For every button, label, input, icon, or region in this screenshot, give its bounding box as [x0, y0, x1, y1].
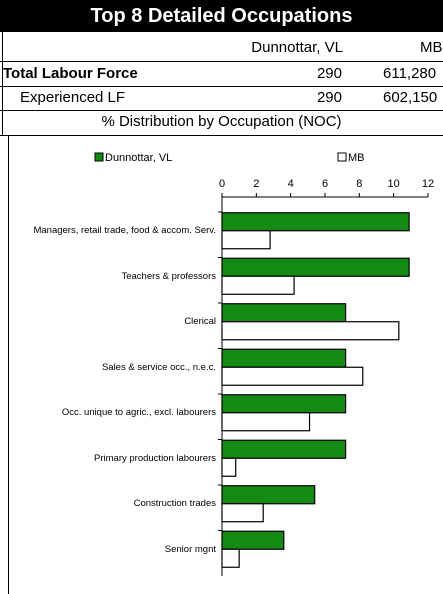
bar — [221, 530, 285, 550]
x-tick-label: 12 — [422, 178, 434, 190]
row-label: Experienced LF — [20, 89, 126, 106]
bar — [221, 303, 347, 323]
row-line — [0, 61, 443, 62]
category-label: Occ. unique to agric., excl. labourers — [61, 407, 216, 419]
section-title: % Distribution by Occupation (NOC) — [101, 113, 342, 130]
category-label: Primary production labourers — [94, 452, 216, 464]
table-title: Top 8 Detailed Occupations — [0, 0, 443, 32]
bar — [221, 457, 237, 477]
x-tick-label: 2 — [253, 178, 259, 190]
border — [2, 32, 3, 136]
bar — [221, 503, 264, 523]
bar — [221, 321, 400, 341]
bar — [221, 275, 295, 295]
bar — [221, 348, 347, 368]
legend-swatch — [94, 152, 104, 162]
bar — [221, 412, 311, 432]
x-tick-label: 6 — [322, 178, 328, 190]
bar — [221, 257, 410, 277]
legend-label: MB — [348, 152, 365, 164]
column-header: MB — [420, 39, 443, 56]
category-label: Teachers & professors — [121, 270, 216, 282]
cell: 611,280 — [383, 65, 437, 82]
category-label: Sales & service occ., n.e.c. — [101, 361, 216, 373]
legend-label: Dunnottar, VL — [105, 152, 172, 164]
bar — [221, 366, 364, 386]
legend-swatch — [337, 152, 347, 162]
bar — [221, 230, 271, 250]
bar — [221, 548, 240, 568]
x-tick-label: 0 — [219, 178, 225, 190]
bar — [221, 439, 347, 459]
category-label: Construction trades — [133, 498, 216, 510]
bar — [221, 394, 347, 414]
category-label: Senior mgnt — [164, 543, 216, 555]
row-line — [0, 110, 443, 111]
bar — [221, 485, 316, 505]
row-label: Total Labour Force — [3, 65, 138, 82]
bar — [221, 212, 410, 232]
chart-border — [8, 135, 9, 594]
x-tick-label: 4 — [288, 178, 294, 190]
cell: 290 — [316, 89, 342, 106]
cell: 602,150 — [383, 89, 438, 106]
row-line — [0, 135, 443, 136]
x-tick-label: 10 — [388, 178, 400, 190]
category-label: Managers, retail trade, food & accom. Se… — [33, 225, 216, 237]
row-line — [0, 86, 443, 87]
cell: 290 — [316, 65, 342, 82]
x-tick-label: 8 — [356, 178, 362, 190]
category-label: Clerical — [184, 316, 216, 328]
column-header: Dunnottar, VL — [251, 39, 343, 56]
